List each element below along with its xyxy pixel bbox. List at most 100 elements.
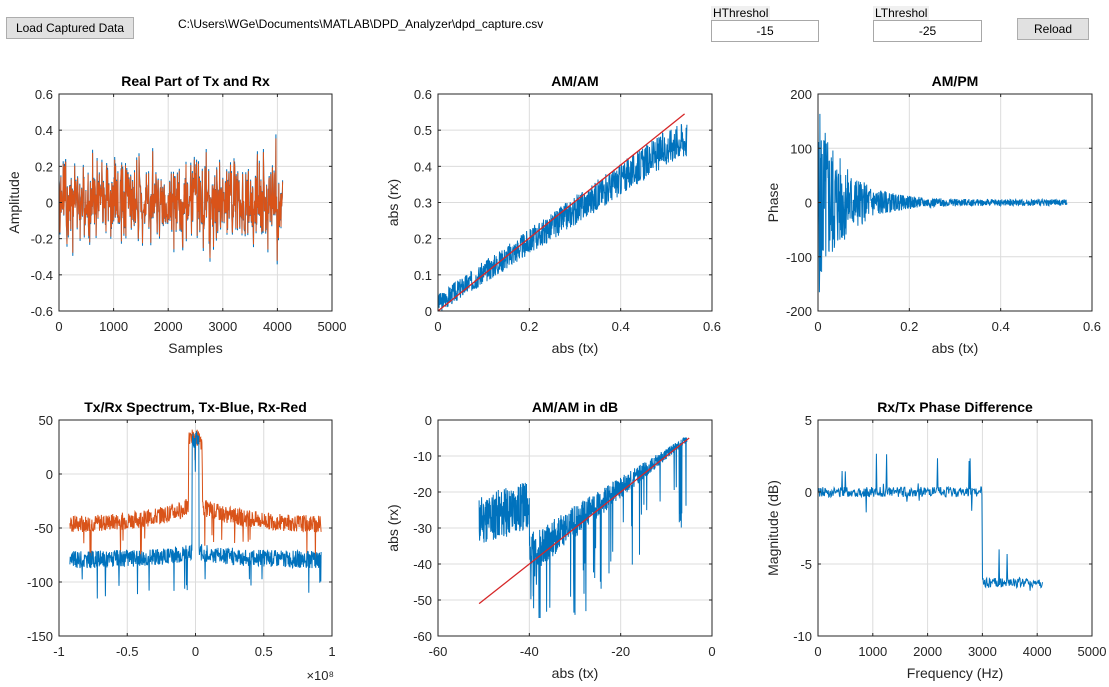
y-tick-label: 100: [790, 141, 812, 156]
x-axis-label: abs (tx): [552, 665, 599, 681]
y-tick-label: 0.6: [414, 87, 432, 102]
x-axis-label: abs (tx): [552, 340, 599, 356]
x-tick-label: 1: [328, 644, 335, 659]
y-tick-label: -5: [800, 557, 812, 572]
am_am_db-chart: -60 -40 -20 0 -60 -50 -40 -30 -20 -10 0 AM/AM in dB…: [385, 399, 716, 681]
x-tick-label: 5000: [1078, 644, 1107, 659]
file-path-label: C:\Users\WGe\Documents\MATLAB\DPD_Analyz…: [178, 17, 544, 31]
y-tick-label: 200: [790, 87, 812, 102]
x-tick-label: 4000: [1023, 644, 1052, 659]
x-tick-label: 3000: [968, 644, 997, 659]
series-phase: [818, 113, 1068, 293]
x-tick-label: 5000: [318, 319, 347, 334]
y-tick-label: 0.5: [414, 123, 432, 138]
chart-title: AM/AM: [551, 73, 598, 89]
y-tick-label: -0.4: [31, 268, 53, 283]
y-tick-label: 0: [46, 467, 53, 482]
x-axis-label: abs (tx): [932, 340, 979, 356]
x-tick-label: -40: [520, 644, 539, 659]
y-tick-label: 0: [425, 413, 432, 428]
y-tick-label: -50: [34, 521, 53, 536]
load-captured-data-button[interactable]: Load Captured Data: [6, 17, 134, 39]
lthreshold-input[interactable]: [873, 20, 982, 42]
am_am-chart: 0 0.2 0.4 0.6 0 0.1 0.2 0.3 0.4 0.5 0.6 AM/AM abs (t…: [385, 73, 721, 356]
y-tick-label: 0: [805, 485, 812, 500]
plot-area: [818, 420, 1092, 636]
chart-title: Tx/Rx Spectrum, Tx-Blue, Rx-Red: [84, 399, 307, 415]
x-tick-label: 0: [814, 644, 821, 659]
x-axis-label: Frequency (Hz): [907, 665, 1003, 681]
y-tick-label: -40: [413, 557, 432, 572]
axes-box: [817, 419, 1093, 637]
series-measured: [478, 437, 688, 619]
x-tick-label: 0: [814, 319, 821, 334]
phase_diff-chart: 0 1000 2000 3000 4000 5000 -10 -5 0 5 Rx/Tx Phase …: [765, 399, 1106, 681]
series-rx: [59, 138, 284, 261]
lthreshold-label: LThreshol: [873, 6, 930, 21]
y-tick-label: -30: [413, 521, 432, 536]
series-ideal: [438, 113, 686, 311]
y-tick-label: -50: [413, 593, 432, 608]
x-tick-label: 0.6: [703, 319, 721, 334]
x-tick-label: 1000: [858, 644, 887, 659]
x-tick-label: 0.6: [1083, 319, 1101, 334]
x-tick-label: 0.4: [992, 319, 1010, 334]
real_part-chart: 0 1000 2000 3000 4000 5000 -0.6 -0.4 -0.2 0 0.2 0.4…: [6, 73, 346, 356]
y-tick-label: -10: [413, 449, 432, 464]
y-tick-label: -0.2: [31, 232, 53, 247]
x-tick-label: 0.4: [612, 319, 630, 334]
y-tick-label: 0.2: [35, 159, 53, 174]
y-axis-label: Phase: [765, 182, 781, 222]
hthreshold-input[interactable]: [711, 20, 819, 42]
x-tick-label: 0: [434, 319, 441, 334]
y-axis-label: abs (rx): [385, 504, 401, 551]
y-tick-label: 50: [39, 413, 53, 428]
chart-title: AM/PM: [932, 73, 979, 89]
y-tick-label: 0.4: [35, 123, 53, 138]
x-tick-label: 2000: [154, 319, 183, 334]
am_pm-chart: 0 0.2 0.4 0.6 -200 -100 0 100 200 AM/PM abs (tx) Ph…: [765, 73, 1101, 356]
x-tick-label: 2000: [913, 644, 942, 659]
y-axis-label: abs (rx): [385, 179, 401, 226]
y-tick-label: 0.4: [414, 159, 432, 174]
x-tick-label: -20: [611, 644, 630, 659]
y-tick-label: 0: [46, 196, 53, 211]
x-tick-label: 3000: [208, 319, 237, 334]
x-tick-label: 0: [192, 644, 199, 659]
y-tick-label: -100: [27, 575, 53, 590]
x-tick-label: 4000: [263, 319, 292, 334]
x-tick-label: 0: [55, 319, 62, 334]
chart-title: Rx/Tx Phase Difference: [877, 399, 1033, 415]
series-ideal: [478, 437, 690, 605]
chart-title: AM/AM in dB: [532, 399, 618, 415]
x-tick-label: 0.2: [520, 319, 538, 334]
x-exponent-label: ×10⁸: [306, 668, 334, 683]
y-axis-label: Amplitude: [6, 171, 22, 233]
y-tick-label: -100: [786, 250, 812, 265]
y-tick-label: -150: [27, 629, 53, 644]
chart-title: Real Part of Tx and Rx: [121, 73, 270, 89]
x-tick-label: 0: [708, 644, 715, 659]
y-tick-label: -60: [413, 629, 432, 644]
y-tick-label: 0.3: [414, 196, 432, 211]
y-tick-label: 0: [805, 196, 812, 211]
x-tick-label: -0.5: [116, 644, 138, 659]
y-tick-label: -200: [786, 304, 812, 319]
y-tick-label: -20: [413, 485, 432, 500]
y-tick-label: 0.6: [35, 87, 53, 102]
y-tick-label: 0.1: [414, 268, 432, 283]
y-axis-label: Magnitude (dB): [765, 480, 781, 576]
y-tick-label: 5: [805, 413, 812, 428]
x-tick-label: 0.2: [900, 319, 918, 334]
spectrum-chart: -1 -0.5 0 0.5 1 -150 -100 -50 0 50 Tx/Rx Spectrum,…: [27, 399, 336, 683]
y-tick-label: -10: [793, 629, 812, 644]
x-tick-label: 0.5: [255, 644, 273, 659]
x-tick-label: -1: [53, 644, 65, 659]
x-tick-label: 1000: [99, 319, 128, 334]
reload-button[interactable]: Reload: [1017, 18, 1089, 40]
y-tick-label: -0.6: [31, 304, 53, 319]
y-tick-label: 0.2: [414, 232, 432, 247]
series-diff: [818, 453, 1043, 591]
series-tx: [69, 431, 322, 599]
hthreshold-label: HThreshol: [711, 6, 771, 21]
